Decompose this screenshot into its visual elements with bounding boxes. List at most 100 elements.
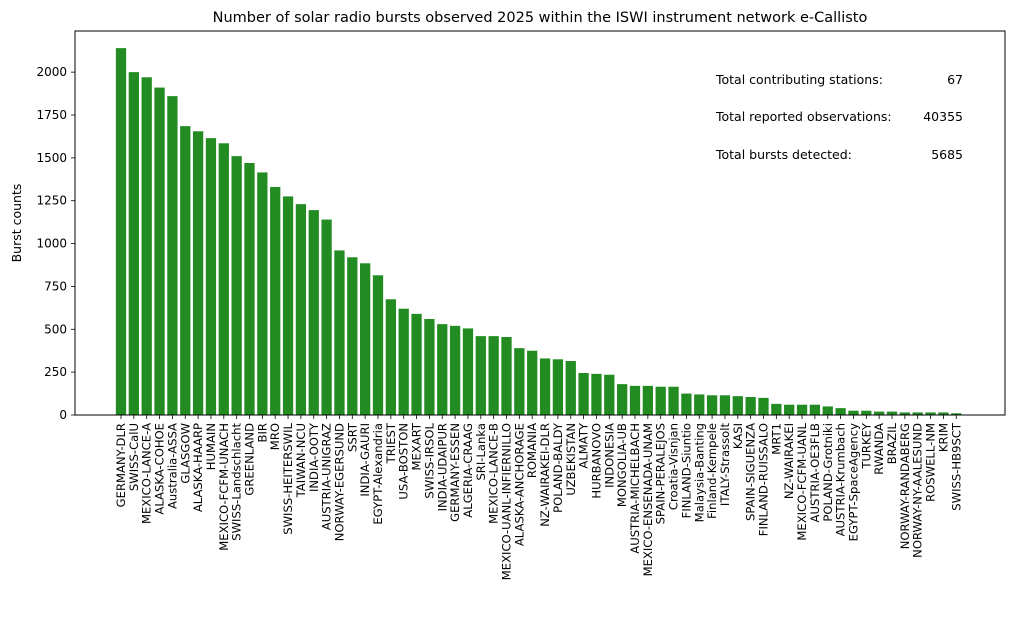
x-tick-label: MEXART (410, 422, 424, 470)
x-tick-label: NZ-WAIRAKEI-DLR (538, 423, 552, 527)
x-tick-label: EGYPT-SpaceAgency (846, 423, 860, 541)
bar (642, 385, 653, 415)
bar (488, 336, 499, 415)
bar (578, 373, 589, 415)
bar (706, 395, 718, 415)
x-tick-label: GLASGOW (178, 422, 192, 483)
bar (745, 397, 756, 415)
bar (449, 325, 461, 415)
bar (604, 374, 615, 415)
y-tick-label: 1250 (36, 194, 67, 208)
bar (398, 308, 409, 415)
x-tick-label: Malaysia-Banting (692, 423, 706, 522)
y-tick-label: 500 (44, 322, 67, 336)
bar (257, 172, 268, 415)
annotation-stations-value: 67 (947, 72, 963, 87)
x-tick-label: RWANDA (872, 423, 886, 475)
annotation-bursts-value: 5685 (931, 147, 963, 162)
bar (282, 196, 294, 415)
bar (539, 358, 551, 415)
bar (295, 204, 307, 415)
bar (796, 404, 808, 415)
annotation-observations-label: Total reported observations: (715, 109, 892, 124)
x-tick-label: KASI (731, 423, 745, 449)
x-tick-label: SPAIN-SIGUENZA (744, 423, 758, 521)
y-axis: 0 250 500 750 1000 1250 1500 1750 2000 (36, 65, 75, 422)
x-axis: GERMANY-DLRSWISS-CalUMEXICO-LANCE-AALASK… (114, 415, 963, 580)
x-tick-label: TAIWAN-NCU (294, 423, 308, 498)
bar (925, 412, 936, 415)
bar (321, 219, 332, 415)
x-tick-label: NZ-WAIRAKEI (782, 423, 796, 499)
x-tick-label: MRT1 (769, 423, 783, 455)
chart-title: Number of solar radio bursts observed 20… (213, 10, 868, 26)
x-tick-label: Croatia-Visnjan (667, 423, 681, 510)
x-tick-label: GERMANY-ESSEN (448, 423, 462, 522)
bar (861, 410, 872, 415)
bar (424, 319, 435, 415)
bar (694, 394, 705, 415)
bar (886, 411, 898, 415)
x-tick-label: SWISS-IRSOL (422, 422, 436, 498)
x-tick-label: INDONESIA (602, 423, 616, 488)
x-tick-label: MEXICO-FCFM-UNACH (217, 423, 231, 551)
bar (501, 337, 512, 415)
x-tick-label: UZBEKISTAN (564, 423, 578, 496)
bar (668, 386, 679, 415)
bar (629, 385, 641, 415)
x-tick-label: POLAND-BALDY (551, 422, 565, 513)
bar (848, 410, 859, 415)
x-tick-label: ROMANIA (525, 423, 539, 478)
bar (874, 411, 885, 415)
x-tick-label: MEXICO-FCFM-UANL (795, 422, 809, 540)
x-tick-label: Australia-ASSA (165, 423, 179, 509)
bar (912, 412, 923, 415)
x-tick-label: SWISS-HB9SCT (949, 422, 963, 511)
annotation-observations-value: 40355 (923, 109, 963, 124)
x-tick-label: INDIA-GAURI (358, 423, 372, 497)
x-tick-label: AUSTRIA-UNIGRAZ (320, 423, 334, 530)
x-tick-label: Finland-Kempele (705, 423, 719, 519)
y-tick-label: 1500 (36, 151, 67, 165)
bar (244, 163, 255, 415)
x-tick-label: SPAIN-PERALEJOS (654, 423, 668, 524)
y-axis-label: Burst counts (9, 184, 24, 263)
bar (475, 336, 486, 415)
bar (899, 412, 910, 415)
x-tick-label: MEXICO-LANCE-B (487, 423, 501, 524)
bar (809, 404, 821, 415)
y-tick-label: 250 (44, 365, 67, 379)
bar (951, 413, 962, 415)
x-tick-label: SWISS-HEITERSWIL (281, 422, 295, 534)
x-tick-label: NORWAY-RANDABERG (898, 423, 912, 549)
x-tick-label: MONGOLIA-UB (615, 423, 629, 507)
bar (231, 156, 242, 415)
x-tick-label: MEXICO-UANL-INFIERNILLO (500, 423, 514, 580)
bar (462, 328, 474, 415)
y-tick-label: 2000 (36, 65, 67, 79)
x-tick-label: ALMATY (577, 422, 591, 469)
x-tick-label: ALASKA-COHOE (153, 423, 167, 515)
bar (192, 131, 204, 416)
bar (115, 48, 127, 415)
x-tick-label: EGYPT-Alexandria (371, 423, 385, 525)
x-tick-label: BIR (255, 423, 269, 442)
x-tick-label: AUSTRIA-OE3FLB (808, 423, 822, 522)
x-tick-label: FINLAND-Siuntio (679, 423, 693, 518)
bar (270, 187, 281, 415)
x-tick-label: SWISS-CalU (127, 423, 141, 491)
bar (360, 263, 371, 415)
bar (784, 404, 795, 415)
y-tick-label: 750 (44, 279, 67, 293)
x-tick-label: SSRT (345, 422, 359, 452)
bar (938, 412, 949, 415)
x-tick-label: BRAZIL (885, 422, 899, 464)
bar (514, 348, 525, 415)
y-tick-label: 0 (59, 408, 67, 422)
x-tick-label: MEXICO-ENSENADA-UNAM (641, 423, 655, 576)
x-tick-label: AUSTRIA-MICHELBACH (628, 423, 642, 554)
x-tick-label: FINLAND-RUISSALO (757, 423, 771, 536)
x-tick-label: SWISS-Landschlacht (230, 423, 244, 541)
annotation-stations-label: Total contributing stations: (715, 72, 883, 87)
